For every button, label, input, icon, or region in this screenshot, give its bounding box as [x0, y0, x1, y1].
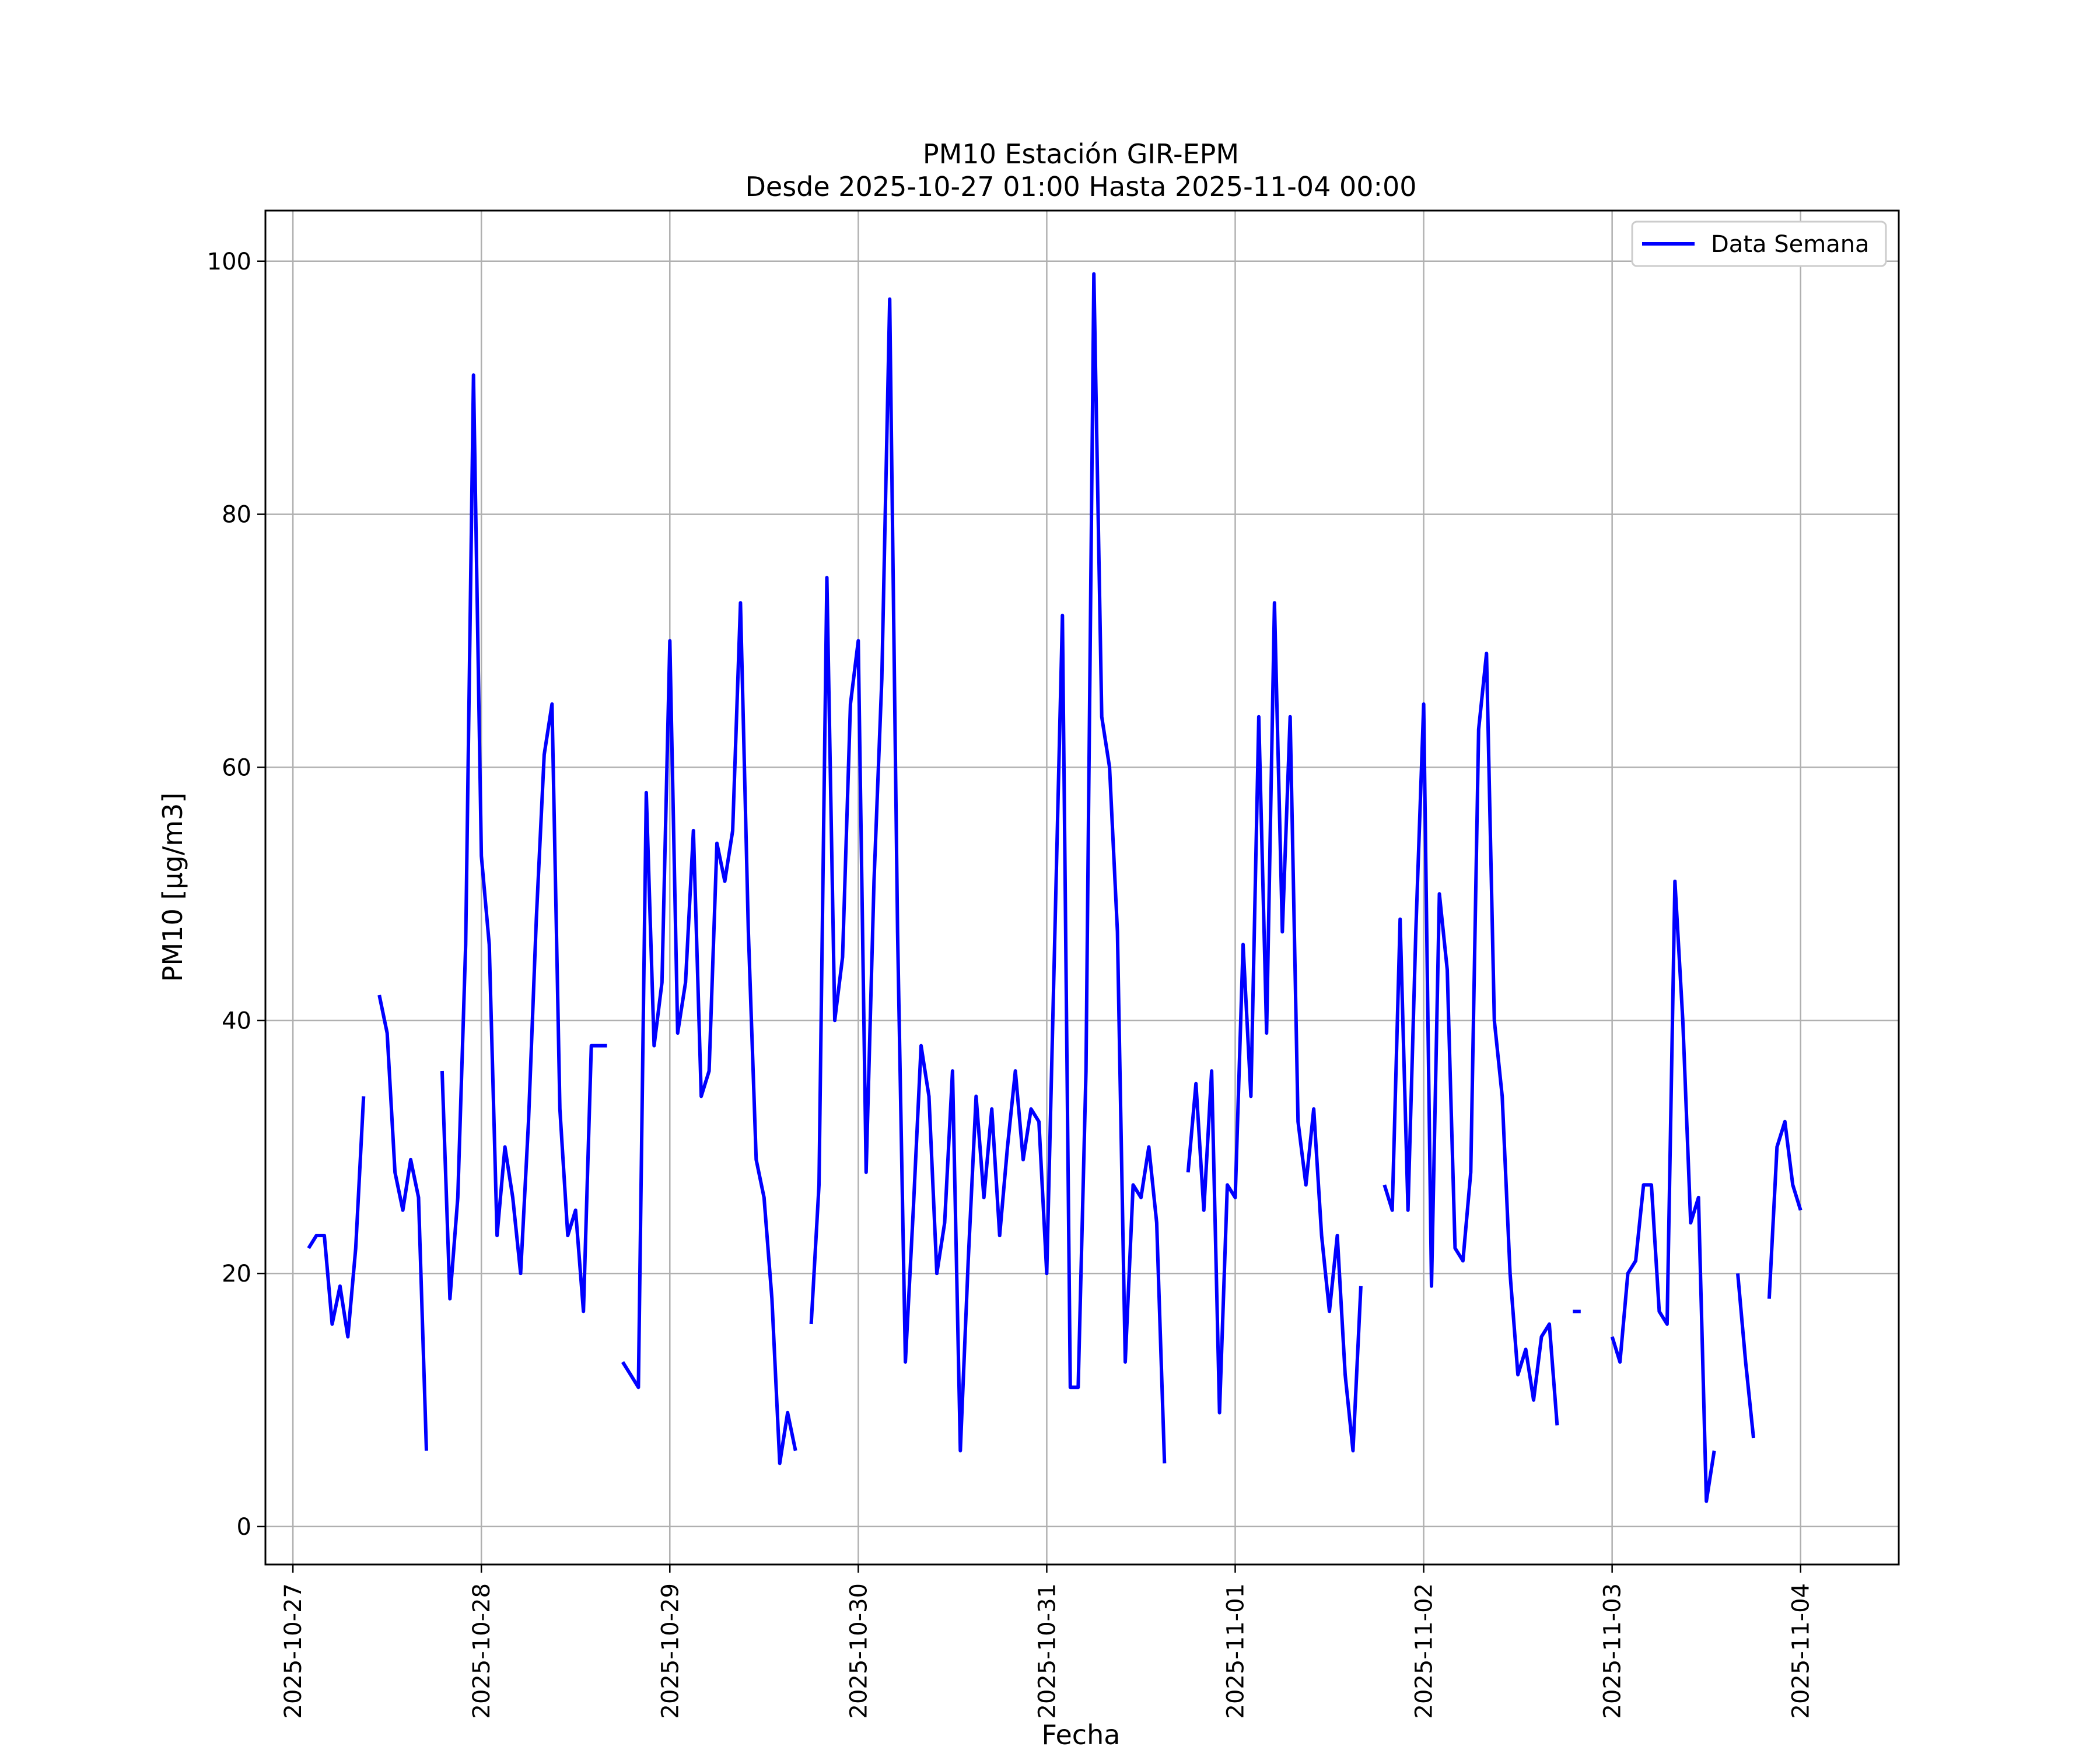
y-axis-ticks: 0 20 40 60 80 100 [207, 249, 265, 1541]
series-line-data-semana [307, 272, 1803, 1503]
legend-label: Data Semana [1711, 231, 1870, 258]
y-tick-label: 0 [237, 1514, 251, 1541]
plot-frame [264, 209, 1900, 1566]
x-tick-label: 2025-11-03 [1600, 1583, 1626, 1718]
legend: Data Semana [1631, 220, 1887, 267]
x-tick-label: 2025-11-04 [1788, 1583, 1815, 1718]
x-tick-label: 2025-10-27 [280, 1583, 307, 1718]
x-tick-label: 2025-11-02 [1411, 1583, 1438, 1718]
x-axis-label: Fecha [1042, 1719, 1121, 1750]
x-axis-ticks: 2025-10-27 2025-10-28 2025-10-29 2025-10-30… [280, 1564, 1815, 1718]
x-tick-label: 2025-10-31 [1034, 1583, 1060, 1718]
series-lines [307, 272, 1803, 1503]
y-tick-label: 40 [222, 1007, 251, 1034]
y-tick-label: 60 [222, 754, 251, 781]
y-tick-label: 20 [222, 1261, 251, 1287]
x-tick-label: 2025-10-28 [468, 1583, 495, 1718]
y-tick-label: 80 [222, 502, 251, 528]
chart-title: PM10 Estación GIR-EPM [923, 138, 1239, 170]
legend-box [1631, 220, 1887, 267]
x-tick-label: 2025-10-29 [657, 1583, 684, 1718]
y-axis-label: PM10 [μg/m3] [157, 793, 188, 982]
x-tick-label: 2025-11-01 [1223, 1583, 1250, 1718]
y-tick-label: 100 [207, 249, 251, 275]
x-tick-label: 2025-10-30 [845, 1583, 872, 1718]
chart-subtitle: Desde 2025-10-27 01:00 Hasta 2025-11-04 … [745, 171, 1416, 202]
